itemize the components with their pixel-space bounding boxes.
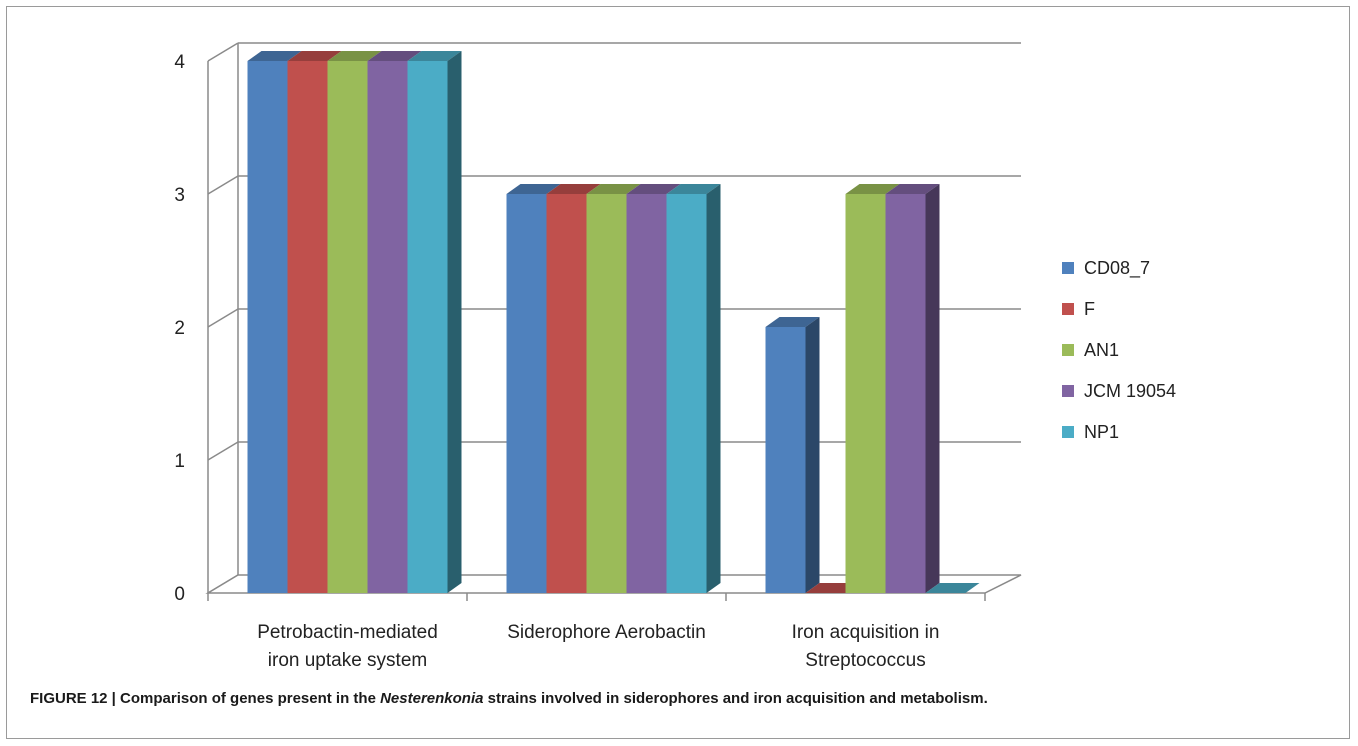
legend-swatch (1062, 262, 1074, 274)
bar-np1 (407, 61, 448, 593)
gridline-side (207, 175, 239, 195)
bar-an1 (586, 194, 627, 593)
legend-label: CD08_7 (1084, 258, 1150, 279)
gridline-side (207, 308, 239, 328)
bar-cd08-7-top (765, 317, 820, 327)
bar-f (287, 61, 328, 593)
bar-cd08-7 (765, 327, 806, 593)
figure-caption: FIGURE 12 | Comparison of genes present … (30, 690, 1330, 707)
x-category-label: Streptococcus (805, 650, 925, 671)
bar-cd08-7 (506, 194, 547, 593)
legend-swatch (1062, 344, 1074, 356)
bar-jcm-19054 (885, 194, 926, 593)
bar-np1-top (666, 184, 721, 194)
y-tick-label: 0 (174, 584, 185, 605)
x-category-label: Petrobactin-mediated (257, 622, 438, 643)
caption-label: FIGURE 12 | Comparison of genes present … (30, 690, 381, 707)
x-category-label: iron uptake system (268, 650, 427, 671)
bar-np1 (666, 194, 707, 593)
legend-swatch (1062, 385, 1074, 397)
y-tick-label: 2 (174, 318, 185, 339)
legend-swatch (1062, 303, 1074, 315)
caption-rest: strains involved in siderophores and iro… (483, 690, 988, 707)
bar-np1-side (447, 51, 462, 593)
y-tick-label: 4 (174, 52, 185, 73)
bar-jcm-19054-top (626, 184, 681, 194)
bar-an1-top (327, 51, 382, 61)
bar-jcm-19054 (626, 194, 667, 593)
bar-cd08-7 (247, 61, 288, 593)
bar-f-top (287, 51, 342, 61)
bar-an1-top (845, 184, 900, 194)
y-tick-label: 1 (174, 451, 185, 472)
bar-jcm-19054-top (367, 51, 422, 61)
bar-cd08-7-top (247, 51, 302, 61)
legend-swatch (1062, 426, 1074, 438)
gridline-side (207, 42, 239, 62)
bar-cd08-7-side (805, 317, 820, 593)
bar-jcm-19054 (367, 61, 408, 593)
legend-label: NP1 (1084, 422, 1119, 442)
caption-genus: Nesterenkonia (380, 690, 484, 707)
bar-f (546, 194, 587, 593)
bar-an1 (845, 194, 886, 593)
bar-np1-top (925, 583, 980, 593)
x-category-label: Iron acquisition in (792, 622, 940, 643)
bar-cd08-7-top (506, 184, 561, 194)
legend-label: JCM 19054 (1084, 381, 1176, 401)
legend-label: F (1084, 299, 1095, 319)
bar-jcm-19054-side (925, 184, 940, 593)
y-tick-label: 3 (174, 185, 185, 206)
bar-an1-top (586, 184, 641, 194)
bar-np1-side (706, 184, 721, 593)
x-category-label: Siderophore Aerobactin (507, 622, 706, 643)
legend-label: AN1 (1084, 340, 1119, 360)
bar-jcm-19054-top (885, 184, 940, 194)
gridline-side (207, 441, 239, 461)
bar-an1 (327, 61, 368, 593)
bar-f-top (546, 184, 601, 194)
bar-np1-top (407, 51, 462, 61)
